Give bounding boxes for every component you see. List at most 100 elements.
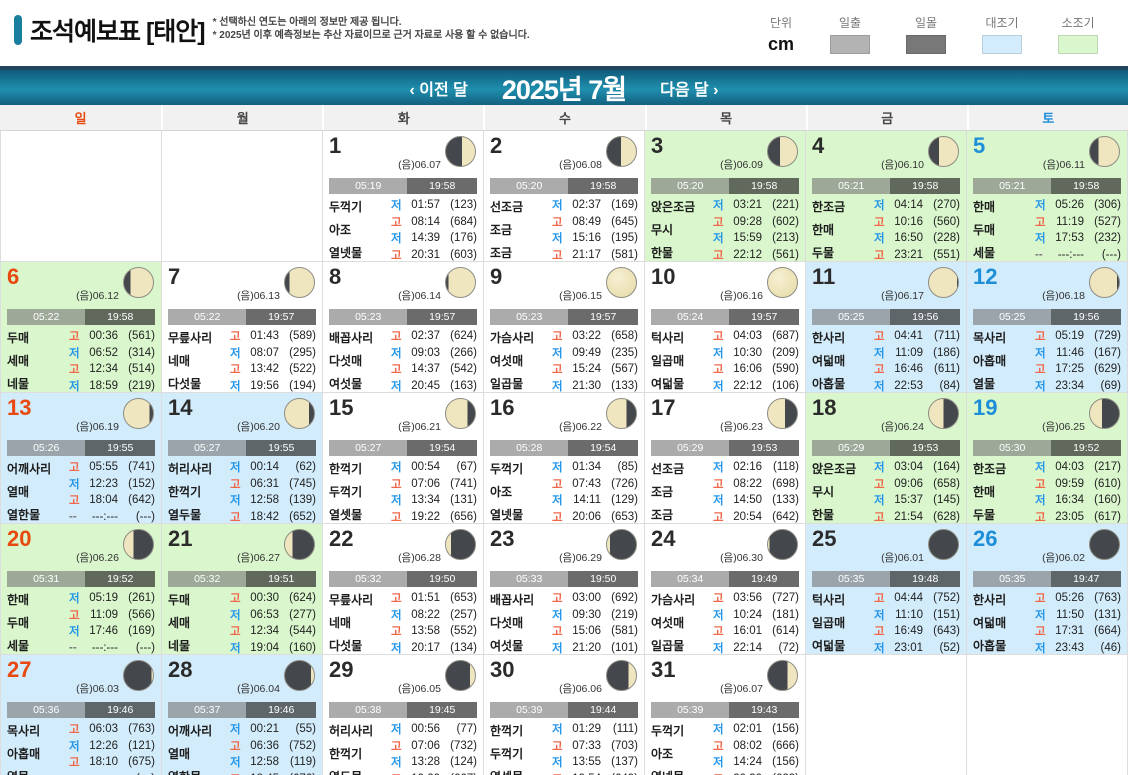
sunrise-time: 05:28 <box>490 440 569 456</box>
tide-row: 저 05:26 (306) <box>1035 197 1121 213</box>
sunrise-time: 05:23 <box>329 309 408 325</box>
tide-row: 저 12:26 (121) <box>69 738 155 754</box>
tide-time: 17:31 <box>1055 625 1084 638</box>
tide-row: 저 08:07 (295) <box>230 345 316 361</box>
tide-height: (164) <box>933 461 960 473</box>
day-cell-10[interactable]: 10 (음)06.16 05:24 19:57 턱사리 일곱매 여덟물 고 04:03 (687)… <box>645 262 806 393</box>
tide-time: 00:56 <box>411 723 440 735</box>
tide-name: 열넷물 <box>329 246 363 260</box>
day-cell-20[interactable]: 20 (음)06.26 05:31 19:52 한매 두매 세물 저 05:19 (261) 고 11… <box>1 524 162 655</box>
moon-phase-icon <box>606 136 637 167</box>
day-cell-24[interactable]: 24 (음)06.30 05:34 19:49 가슴사리 여섯매 일곱물 고 03:56 (727… <box>645 524 806 655</box>
tide-type: 고 <box>874 626 885 639</box>
tide-names: 가슴사리 여섯매 일곱물 <box>490 328 552 392</box>
day-cell-11[interactable]: 11 (음)06.17 05:25 19:56 한사리 여덟매 아홉물 고 04:41 (711)… <box>806 262 967 393</box>
tide-names: 선조금 조금 조금 <box>651 459 713 523</box>
day-cell-5[interactable]: 5 (음)06.11 05:21 19:58 한매 두매 세물 저 05:26 (306) 고 11:… <box>967 131 1128 262</box>
tide-height: (560) <box>933 215 960 228</box>
tide-height: (763) <box>128 723 155 735</box>
day-cell-2[interactable]: 2 (음)06.08 05:20 19:58 선조금 조금 조금 저 02:37 (169) 고 08… <box>484 131 645 262</box>
day-cell-12[interactable]: 12 (음)06.18 05:25 19:56 목사리 아홉매 열물 고 05:19 (729) 저… <box>967 262 1128 393</box>
tide-height: (221) <box>772 199 799 211</box>
day-cell-28[interactable]: 28(음)06.0405:3719:46어깨사리열매열한물저00:21(55)고… <box>162 655 323 775</box>
tide-row: 고20:30(623) <box>713 771 799 775</box>
day-cell-9[interactable]: 9 (음)06.15 05:23 19:57 가슴사리 여섯매 일곱물 고 03:22 (658)… <box>484 262 645 393</box>
day-cell-top: 31 (음)06.07 <box>651 658 799 702</box>
tide-name: 두꺽기 <box>651 724 685 738</box>
tide-row: 저 21:30 (133) <box>552 378 638 392</box>
tide-time: 14:50 <box>733 494 762 507</box>
day-cell-15[interactable]: 15 (음)06.21 05:27 19:54 한꺽기 두꺽기 열셋물 저 00:54 (67) 고… <box>323 393 484 524</box>
day-cell-top: 11 (음)06.17 <box>812 265 960 309</box>
tide-row: 고 08:02 (666) <box>713 738 799 754</box>
tide-height: (---) <box>1101 248 1121 261</box>
day-cell-13[interactable]: 13 (음)06.19 05:26 19:55 어깨사리 열매 열한물 고 05:55 (741)… <box>1 393 162 524</box>
tide-name: 무릎사리 <box>168 331 213 345</box>
day-cell-25[interactable]: 25 (음)06.01 05:35 19:48 턱사리 일곱매 여덟물 고 04:44 (752)… <box>806 524 967 655</box>
day-cell-6[interactable]: 6 (음)06.12 05:22 19:58 두매 세매 네물 고 00:36 (561) 저 06:… <box>1 262 162 393</box>
prev-month-button[interactable]: ‹ 이전 달 <box>409 81 468 99</box>
tide-row: 저 15:37 (145) <box>874 492 960 508</box>
day-number: 13 <box>7 395 32 420</box>
tide-name: 여섯물 <box>329 377 363 391</box>
day-number: 19 <box>973 395 998 420</box>
tide-rows: 저 01:57 (123) 고 08:14 (684) 저 14:39 (176) 고 20:31 (… <box>391 197 477 261</box>
tide-type: 고 <box>552 626 563 639</box>
day-cell-7[interactable]: 7 (음)06.13 05:22 19:57 무릎사리 네매 다섯물 고 01:43 (589) 저… <box>162 262 323 393</box>
sun-times-bar: 05:24 19:57 <box>651 309 799 325</box>
sun-times-bar: 05:31 19:52 <box>7 571 155 587</box>
tide-name: 여덟물 <box>812 639 846 653</box>
tide-name: 두매 <box>7 331 30 345</box>
weekday-header-6: 토 <box>966 105 1128 130</box>
tide-height: (137) <box>611 756 638 769</box>
tide-row: 고 12:34 (514) <box>69 361 155 377</box>
tide-row: 저 10:30 (209) <box>713 345 799 361</box>
tide-row: 저 06:53 (277) <box>230 607 316 623</box>
tide-section: 무릎사리 네매 다섯물 고 01:43 (589) 저 08:07 (295) 고 13:42 (52… <box>168 328 316 392</box>
day-cell-4[interactable]: 4 (음)06.10 05:21 19:58 한조금 한매 두물 저 04:14 (270) 고 10… <box>806 131 967 262</box>
tide-name: 앉은조금 <box>651 200 696 214</box>
day-cell-14[interactable]: 14 (음)06.20 05:27 19:55 허리사리 한꺽기 열두물 저 00:14 (62)… <box>162 393 323 524</box>
tide-type: 저 <box>69 347 80 360</box>
day-cell-21[interactable]: 21 (음)06.27 05:32 19:51 두매 세매 네물 고 00:30 (624) 저 06… <box>162 524 323 655</box>
day-cell-19[interactable]: 19 (음)06.25 05:30 19:52 한조금 한매 두물 저 04:03 (217) 고 0… <box>967 393 1128 524</box>
moon-phase-icon <box>284 398 315 429</box>
tide-type: 고 <box>230 478 241 491</box>
day-cell-26[interactable]: 26 (음)06.02 05:35 19:47 한사리 여덟매 아홉물 고 05:26 (763)… <box>967 524 1128 655</box>
empty-cell <box>1 131 162 262</box>
day-cell-8[interactable]: 8 (음)06.14 05:23 19:57 배꼽사리 다섯매 여섯물 고 02:37 (624)… <box>323 262 484 393</box>
tide-time: 14:11 <box>573 494 601 507</box>
tide-row: 저 12:58 (119) <box>230 754 316 770</box>
tide-row: 고 19:22 (656) <box>391 509 477 523</box>
tide-height: (514) <box>128 363 155 376</box>
day-cell-29[interactable]: 29(음)06.0505:3819:45허리사리한꺽기열두물저00:56(77)… <box>323 655 484 775</box>
tide-rows: 저01:29(111)고07:33(703)저13:55(137)고19:54(… <box>552 721 638 775</box>
tide-row: -----:---(---) <box>69 771 155 775</box>
day-cell-top: 22 (음)06.28 <box>329 527 477 571</box>
tide-height: (667) <box>440 773 477 775</box>
tide-type: 저 <box>874 642 885 655</box>
day-cell-22[interactable]: 22 (음)06.28 05:32 19:50 무릎사리 네매 다섯물 고 01:51 (653)… <box>323 524 484 655</box>
day-cell-3[interactable]: 3 (음)06.09 05:20 19:58 앉은조금 무시 한물 저 03:21 (221) 고 0… <box>645 131 806 262</box>
day-cell-30[interactable]: 30(음)06.0605:3919:44한꺽기두꺽기열셋물저01:29(111)… <box>484 655 645 775</box>
next-month-button[interactable]: 다음 달 › <box>660 81 719 99</box>
day-cell-1[interactable]: 1 (음)06.07 05:19 19:58 두꺽기 아조 열넷물 저 01:57 (123) 고 0… <box>323 131 484 262</box>
day-cell-27[interactable]: 27(음)06.0305:3619:46목사리아홉매열물고06:03(763)저… <box>1 655 162 775</box>
day-cell-31[interactable]: 31(음)06.0705:3919:43두꺽기아조열넷물저02:01(156)고… <box>645 655 806 775</box>
tide-type: 고 <box>391 740 402 753</box>
day-number: 14 <box>168 395 193 420</box>
day-cell-23[interactable]: 23 (음)06.29 05:33 19:50 배꼽사리 다섯매 여섯물 고 03:00 (692… <box>484 524 645 655</box>
day-cell-17[interactable]: 17 (음)06.23 05:29 19:53 선조금 조금 조금 저 02:16 (118) 고 0… <box>645 393 806 524</box>
day-cell-18[interactable]: 18 (음)06.24 05:29 19:53 앉은조금 무시 한물 저 03:04 (164) 고… <box>806 393 967 524</box>
day-cell-16[interactable]: 16 (음)06.22 05:28 19:54 두꺽기 아조 열넷물 저 01:34 (85) 고 0… <box>484 393 645 524</box>
legend-unit: 단위 cm <box>768 14 794 54</box>
tide-height: (611) <box>934 363 960 376</box>
tide-height: (658) <box>933 477 960 490</box>
tide-row: 고 07:33 (703) <box>552 738 638 754</box>
tide-row: 고 06:03 (763) <box>69 721 155 737</box>
sun-times-bar: 05:22 19:58 <box>7 309 155 325</box>
tide-names: 한사리 여덟매 아홉물 <box>812 328 874 392</box>
tide-time: 11:10 <box>895 608 923 621</box>
sunset-time: 19:49 <box>729 571 799 587</box>
